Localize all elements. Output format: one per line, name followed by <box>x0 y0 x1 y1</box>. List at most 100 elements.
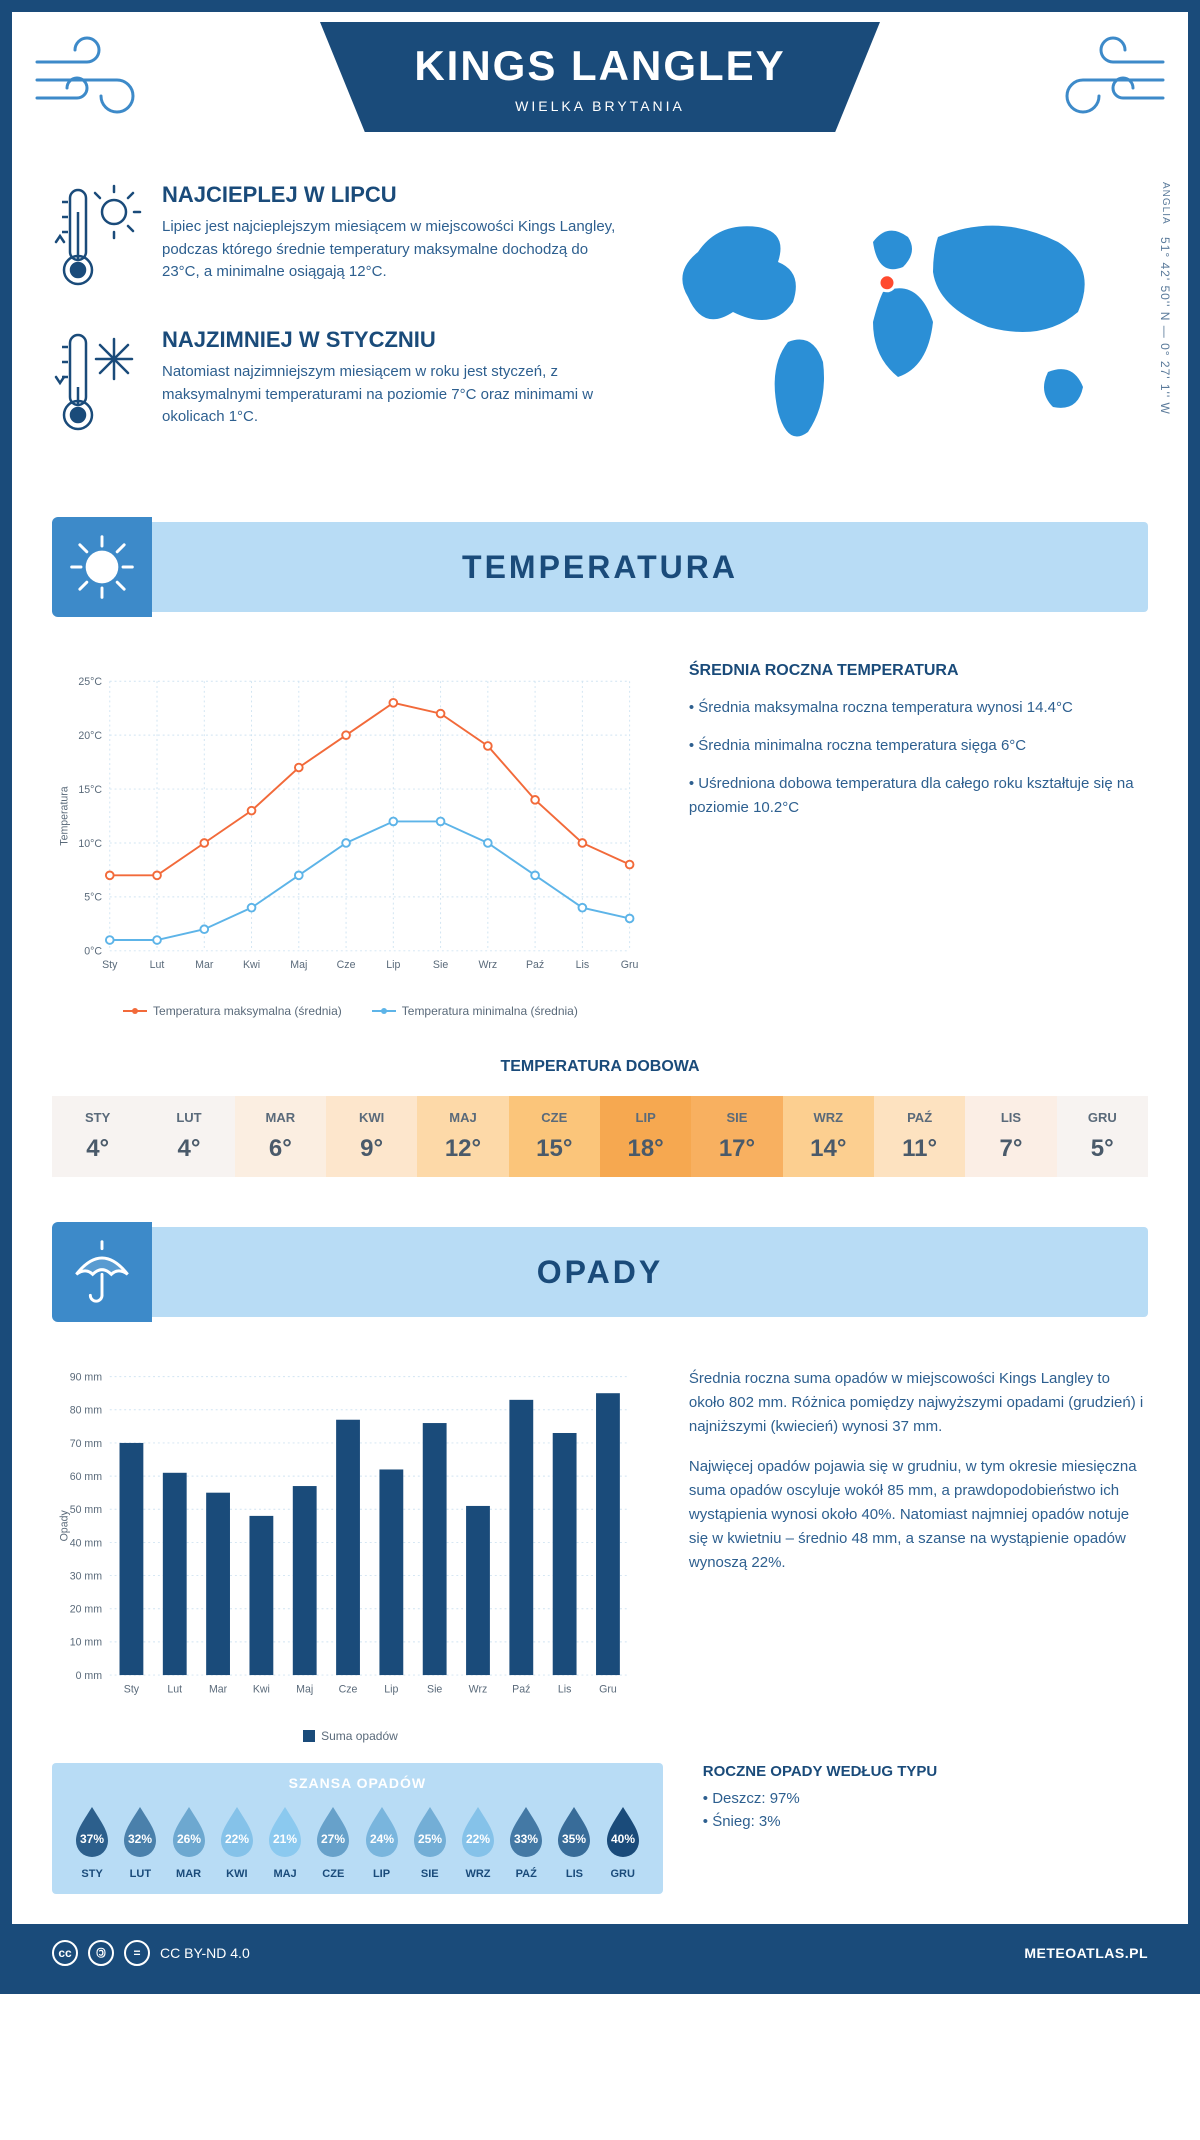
daily-value: 4° <box>147 1135 230 1163</box>
svg-text:Sie: Sie <box>427 1684 442 1696</box>
avg-temp-bullet: • Uśredniona dobowa temperatura dla całe… <box>689 772 1148 820</box>
svg-text:Cze: Cze <box>337 959 356 971</box>
svg-text:Kwi: Kwi <box>253 1684 270 1696</box>
chance-drop: 33%PAŹ <box>502 1803 550 1880</box>
sun-icon <box>52 517 152 617</box>
precip-p1: Średnia roczna suma opadów w miejscowośc… <box>689 1367 1148 1439</box>
temperature-summary: ŚREDNIA ROCZNA TEMPERATURA • Średnia mak… <box>689 662 1148 1018</box>
daily-cell: LIP18° <box>600 1096 691 1177</box>
precip-legend: Suma opadów <box>52 1729 649 1743</box>
precip-type: • Śnieg: 3% <box>703 1813 1148 1830</box>
svg-text:0°C: 0°C <box>84 946 102 958</box>
svg-text:Lis: Lis <box>576 959 590 971</box>
svg-text:5°C: 5°C <box>84 892 102 904</box>
page-subtitle: WIELKA BRYTANIA <box>370 98 830 114</box>
chance-drop: 22%KWI <box>213 1803 261 1880</box>
svg-text:37%: 37% <box>80 1832 104 1846</box>
chance-drop: 40%GRU <box>599 1803 647 1880</box>
daily-cell: PAŹ11° <box>874 1096 965 1177</box>
svg-text:Lis: Lis <box>558 1684 572 1696</box>
chance-drop: 27%CZE <box>309 1803 357 1880</box>
title-banner: KINGS LANGLEY WIELKA BRYTANIA <box>320 22 880 132</box>
chance-drop: 24%LIP <box>357 1803 405 1880</box>
daily-cell: LIS 7° <box>965 1096 1056 1177</box>
svg-text:90 mm: 90 mm <box>70 1372 103 1384</box>
types-heading: ROCZNE OPADY WEDŁUG TYPU <box>703 1763 1148 1780</box>
daily-cell: MAR6° <box>235 1096 326 1177</box>
avg-temp-bullet: • Średnia minimalna roczna temperatura s… <box>689 734 1148 758</box>
daily-value: 6° <box>239 1135 322 1163</box>
wind-icon <box>1028 32 1168 122</box>
chance-drop: 22%WRZ <box>454 1803 502 1880</box>
svg-text:Sty: Sty <box>124 1684 140 1696</box>
svg-text:50 mm: 50 mm <box>70 1504 103 1516</box>
daily-month: KWI <box>330 1110 413 1125</box>
temperature-banner: TEMPERATURA <box>52 522 1148 612</box>
svg-text:Sty: Sty <box>102 959 118 971</box>
header: KINGS LANGLEY WIELKA BRYTANIA <box>12 12 1188 172</box>
daily-value: 14° <box>787 1135 870 1163</box>
daily-value: 15° <box>513 1135 596 1163</box>
svg-text:70 mm: 70 mm <box>70 1438 103 1450</box>
avg-temp-heading: ŚREDNIA ROCZNA TEMPERATURA <box>689 662 1148 680</box>
chance-drop: 21%MAJ <box>261 1803 309 1880</box>
chance-drop: 25%SIE <box>406 1803 454 1880</box>
precip-type: • Deszcz: 97% <box>703 1790 1148 1807</box>
svg-text:15°C: 15°C <box>78 784 102 796</box>
svg-text:33%: 33% <box>514 1832 538 1846</box>
daily-month: LUT <box>147 1110 230 1125</box>
svg-text:26%: 26% <box>177 1832 201 1846</box>
svg-text:25%: 25% <box>418 1832 442 1846</box>
coordinates: ANGLIA 51° 42' 50'' N — 0° 27' 1'' W <box>1158 182 1172 415</box>
svg-text:40 mm: 40 mm <box>70 1538 103 1550</box>
daily-month: STY <box>56 1110 139 1125</box>
daily-cell: LUT 4° <box>143 1096 234 1177</box>
daily-cell: STY4° <box>52 1096 143 1177</box>
wind-icon <box>32 32 172 122</box>
svg-text:Paź: Paź <box>526 959 544 971</box>
umbrella-icon <box>52 1222 152 1322</box>
legend-max: Temperatura maksymalna (średnia) <box>153 1004 342 1018</box>
temperature-heading: TEMPERATURA <box>52 549 1148 586</box>
svg-text:25°C: 25°C <box>78 676 102 688</box>
cc-icon: cc <box>52 1940 78 1966</box>
chance-drop: 35%LIS <box>550 1803 598 1880</box>
svg-text:Wrz: Wrz <box>469 1684 488 1696</box>
svg-text:27%: 27% <box>321 1832 345 1846</box>
daily-value: 17° <box>695 1135 778 1163</box>
daily-value: 18° <box>604 1135 687 1163</box>
svg-text:21%: 21% <box>273 1832 297 1846</box>
svg-text:Lip: Lip <box>384 1684 398 1696</box>
license-text: CC BY-ND 4.0 <box>160 1945 250 1961</box>
svg-text:20°C: 20°C <box>78 730 102 742</box>
daily-month: LIS <box>969 1110 1052 1125</box>
svg-text:Lip: Lip <box>386 959 400 971</box>
svg-text:10°C: 10°C <box>78 838 102 850</box>
svg-text:35%: 35% <box>562 1832 586 1846</box>
daily-cell: MAJ12° <box>417 1096 508 1177</box>
svg-text:0 mm: 0 mm <box>76 1670 103 1682</box>
svg-text:Mar: Mar <box>209 1684 228 1696</box>
svg-text:24%: 24% <box>370 1832 394 1846</box>
daily-temperature: TEMPERATURA DOBOWA STY4°LUT4°MAR6°KWI9°M… <box>12 1038 1188 1217</box>
svg-text:60 mm: 60 mm <box>70 1471 103 1483</box>
svg-text:22%: 22% <box>225 1832 249 1846</box>
daily-cell: SIE17° <box>691 1096 782 1177</box>
avg-temp-bullet: • Średnia maksymalna roczna temperatura … <box>689 696 1148 720</box>
precip-chart: 0 mm10 mm20 mm30 mm40 mm50 mm60 mm70 mm8… <box>52 1367 649 1743</box>
svg-text:Opady: Opady <box>58 1510 70 1542</box>
svg-text:32%: 32% <box>128 1832 152 1846</box>
daily-cell: WRZ14° <box>783 1096 874 1177</box>
nd-icon: = <box>124 1940 150 1966</box>
svg-text:Mar: Mar <box>195 959 214 971</box>
region-label: ANGLIA <box>1160 182 1171 225</box>
chance-drop: 32%LUT <box>116 1803 164 1880</box>
svg-text:10 mm: 10 mm <box>70 1637 103 1649</box>
chance-heading: SZANSA OPADÓW <box>68 1775 647 1791</box>
svg-text:22%: 22% <box>466 1832 490 1846</box>
svg-text:Gru: Gru <box>599 1684 617 1696</box>
svg-text:Lut: Lut <box>167 1684 182 1696</box>
svg-text:Cze: Cze <box>339 1684 358 1696</box>
daily-value: 7° <box>969 1135 1052 1163</box>
svg-text:Sie: Sie <box>433 959 448 971</box>
